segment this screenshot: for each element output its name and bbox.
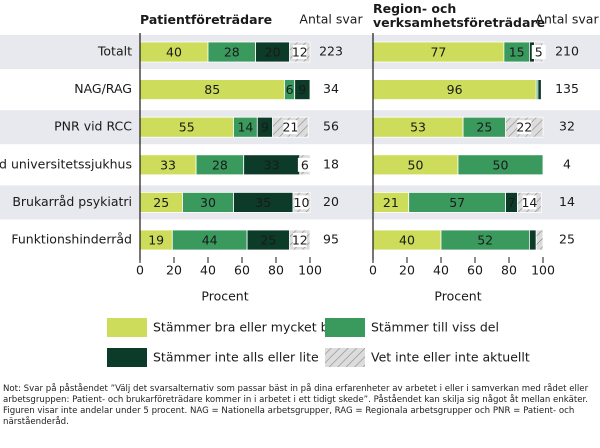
legend-swatch (107, 348, 147, 367)
footnote: Not: Svar på påståendet ”Välj det svarsa… (3, 384, 589, 427)
category-label: Råd universitetssjukhus (0, 156, 132, 171)
x-tick-label: 0 (136, 263, 144, 278)
count-value: 25 (559, 232, 575, 247)
data-label: 25 (153, 195, 169, 210)
data-label: 53 (410, 120, 426, 135)
count-value: 4 (563, 156, 571, 171)
label-bg (292, 45, 307, 59)
data-label: 5 (535, 45, 543, 60)
label-bg (294, 195, 309, 210)
data-label: 12 (292, 45, 308, 60)
data-label: 40 (166, 45, 182, 60)
x-tick-label: 80 (501, 263, 517, 278)
bar-segment (535, 229, 544, 251)
data-label: 33 (264, 157, 280, 172)
count-value: 95 (323, 232, 339, 247)
x-axis-label: Procent (201, 289, 248, 304)
data-label: 14 (521, 195, 537, 210)
data-label: 96 (447, 82, 463, 97)
label-bg (517, 120, 532, 135)
label-bg (297, 157, 312, 172)
legend-label: Stämmer bra eller mycket bra (153, 320, 341, 335)
x-tick-label: 40 (433, 263, 449, 278)
count-header: Antal svar (535, 12, 599, 27)
label-bg (292, 233, 307, 247)
x-tick-label: 20 (166, 263, 182, 278)
label-bg (283, 120, 298, 135)
category-label: PNR vid RCC (54, 119, 132, 134)
data-label: 21 (282, 120, 298, 135)
data-label: 20 (265, 45, 281, 60)
data-label: 28 (212, 157, 228, 172)
data-label: 55 (179, 120, 195, 135)
legend-label: Stämmer till viss del (371, 320, 499, 335)
count-value: 14 (559, 194, 575, 209)
x-tick-label: 60 (467, 263, 483, 278)
data-label: 22 (516, 120, 532, 135)
legend-label: Stämmer inte alls eller lite (153, 350, 319, 365)
bar-segment (294, 79, 311, 100)
count-value: 210 (555, 44, 579, 59)
bar-segment (537, 79, 542, 100)
x-tick-label: 20 (399, 263, 415, 278)
x-tick-label: 0 (369, 263, 377, 278)
data-label: 7 (508, 195, 516, 210)
count-value: 32 (559, 119, 575, 134)
label-bg (522, 195, 537, 210)
data-label: 25 (260, 233, 276, 248)
count-value: 223 (319, 44, 343, 59)
data-label: 9 (298, 82, 306, 97)
data-label: 35 (255, 195, 271, 210)
x-tick-label: 100 (531, 263, 555, 278)
category-label: NAG/RAG (74, 81, 132, 96)
data-label: 10 (294, 195, 310, 210)
x-axis-label: Procent (434, 289, 481, 304)
data-label: 50 (408, 157, 424, 172)
data-label: 6 (301, 157, 309, 172)
count-value: 56 (323, 119, 339, 134)
legend-label: Vet inte eller inte aktuellt (371, 350, 530, 365)
x-tick-label: 60 (234, 263, 250, 278)
legend-swatch (325, 348, 365, 367)
data-label: 14 (237, 120, 253, 135)
count-header: Antal svar (299, 12, 363, 27)
data-label: 30 (200, 195, 216, 210)
panel-title: Patientföreträdare (140, 12, 273, 27)
count-value: 135 (555, 81, 579, 96)
data-label: 9 (261, 120, 269, 135)
category-label: Brukarråd psykiatri (12, 194, 132, 209)
data-label: 25 (476, 120, 492, 135)
data-label: 40 (399, 233, 415, 248)
data-label: 57 (449, 195, 465, 210)
legend-swatch (325, 318, 365, 337)
data-label: 19 (148, 233, 164, 248)
data-label: 12 (292, 233, 308, 248)
data-label: 85 (204, 82, 220, 97)
count-value: 34 (323, 81, 339, 96)
data-label: 21 (383, 195, 399, 210)
data-label: 44 (202, 233, 218, 248)
data-label: 15 (509, 45, 525, 60)
x-tick-label: 100 (298, 263, 322, 278)
data-label: 52 (477, 233, 493, 248)
category-label: Funktionshinderråd (11, 232, 132, 247)
x-tick-label: 80 (268, 263, 284, 278)
count-value: 18 (323, 156, 339, 171)
count-value: 20 (323, 194, 339, 209)
data-label: 6 (286, 82, 294, 97)
data-label: 50 (493, 157, 509, 172)
legend-swatch (107, 318, 147, 337)
bar-segment (457, 154, 544, 176)
data-label: 77 (430, 45, 446, 60)
data-label: 28 (224, 45, 240, 60)
x-tick-label: 40 (200, 263, 216, 278)
panel-title: Region- och verksamhetsföreträdare (373, 1, 546, 30)
category-label: Totalt (97, 44, 132, 59)
data-label: 33 (160, 157, 176, 172)
bar-segment (529, 229, 537, 251)
label-bg (531, 45, 546, 59)
